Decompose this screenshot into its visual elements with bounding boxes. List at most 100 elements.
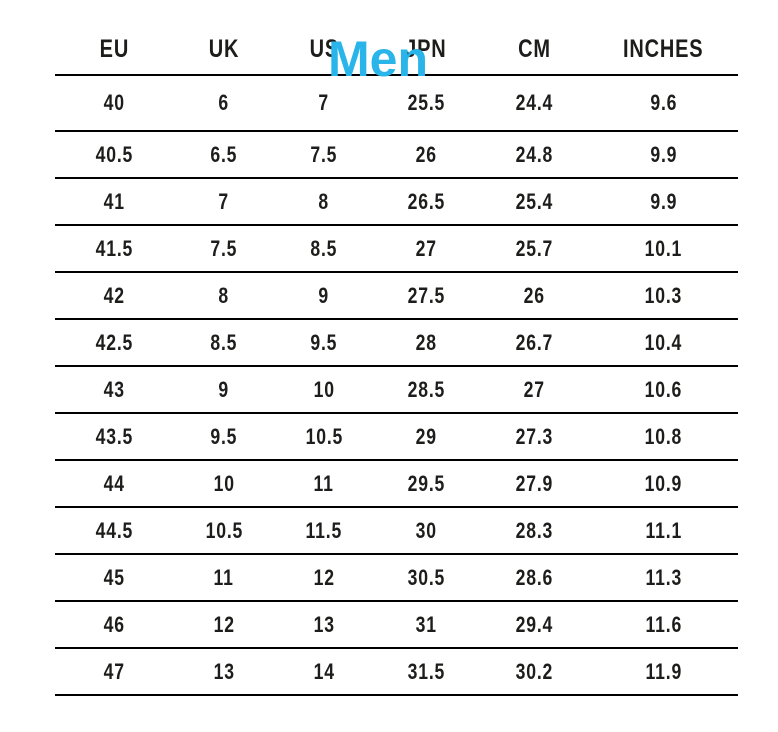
size-cell-value: 9.9 [650,141,677,167]
size-cell-value: 8.5 [210,329,238,355]
table-row: 43 9 10 28.5 27 10.6 [55,366,738,414]
size-cell-value: 26.7 [515,329,553,355]
size-cell: 10.6 [589,366,738,414]
size-cell-value: 9 [218,376,230,402]
size-cell: 7 [275,75,373,132]
size-cell-value: 45 [103,564,125,590]
size-cell: 11.3 [589,554,738,602]
size-cell: 26.7 [479,319,589,367]
column-header-uk: UK [173,0,275,76]
size-cell: 27.5 [373,272,479,320]
size-cell-value: 27 [523,376,545,402]
size-cell-value: 29.4 [515,611,553,637]
size-cell-value: 40.5 [95,141,133,167]
size-cell: 10.4 [589,319,738,367]
size-cell: 9.6 [589,75,738,132]
size-cell-value: 28.5 [407,376,445,402]
size-cell-value: 46 [103,611,125,637]
size-cell-value: 43.5 [95,423,133,449]
table-row: 40 6 7 25.5 24.4 9.6 [55,75,738,132]
size-cell: 43.5 [55,413,173,461]
size-cell-value: 27 [415,235,437,261]
men-section-label: Men [328,31,428,87]
size-cell-value: 12 [313,564,335,590]
size-cell: 27 [479,366,589,414]
size-cell: 44 [55,460,173,508]
size-cell-value: 27.5 [407,282,445,308]
size-cell: 27.9 [479,460,589,508]
size-cell-value: 7 [318,90,330,115]
size-cell-value: 6 [218,90,230,115]
size-cell: 40.5 [55,131,173,179]
size-cell: 43 [55,366,173,414]
size-cell: 9.9 [589,131,738,179]
size-cell-value: 9.5 [310,329,338,355]
size-cell: 11.1 [589,507,738,555]
size-conversion-table: EU UK US JPN CM INCHES 40 6 7 25.5 24.4 9.6 40… [55,0,738,696]
size-cell-value: 47 [103,658,125,684]
size-cell-value: 24.4 [515,90,553,115]
size-cell-value: 10.5 [205,517,243,543]
size-cell-value: 31 [415,611,437,637]
size-cell: 12 [173,601,275,649]
size-cell: 27 [373,225,479,273]
table-row: 40.5 6.5 7.5 26 24.8 9.9 [55,131,738,179]
size-cell-value: 10.6 [644,376,683,402]
size-cell-value: 26 [415,141,437,167]
table-row: 41 7 8 26.5 25.4 9.9 [55,178,738,226]
size-cell-value: 25.4 [515,188,553,214]
size-cell: 8 [173,272,275,320]
size-cell-value: 42.5 [95,329,133,355]
size-cell-value: 42 [103,282,125,308]
size-cell: 24.8 [479,131,589,179]
size-cell-value: 43 [103,376,125,402]
size-cell-value: 10 [313,376,335,402]
size-cell: 41.5 [55,225,173,273]
size-cell: 29.4 [479,601,589,649]
size-cell-value: 24.8 [515,141,553,167]
size-cell: 44.5 [55,507,173,555]
size-cell: 7.5 [173,225,275,273]
size-cell: 28.6 [479,554,589,602]
size-cell: 7 [173,178,275,226]
size-cell-value: 11 [213,564,235,590]
size-cell: 26.5 [373,178,479,226]
size-cell: 42 [55,272,173,320]
size-cell: 7.5 [275,131,373,179]
table-row: 44 10 11 29.5 27.9 10.9 [55,460,738,508]
size-cell-value: 8.5 [310,235,338,261]
size-cell: 26 [479,272,589,320]
size-cell-value: 10.4 [644,329,683,355]
size-cell-value: 11.9 [645,658,682,684]
size-cell-value: 41.5 [95,235,133,261]
size-cell-value: 30.2 [515,658,553,684]
table-body: 40 6 7 25.5 24.4 9.6 40.5 6.5 7.5 26 24.8 9.9 41 7 8 26… [55,75,738,696]
size-cell: 25.5 [373,75,479,132]
size-cell-value: 11.6 [645,611,682,637]
size-cell: 30 [373,507,479,555]
size-cell: 45 [55,554,173,602]
column-header-inches: INCHES [589,0,738,76]
size-cell: 31 [373,601,479,649]
size-cell-value: 44 [103,470,125,496]
size-cell: 12 [275,554,373,602]
size-cell: 11.6 [589,601,738,649]
size-cell: 9 [275,272,373,320]
size-cell: 25.7 [479,225,589,273]
column-header-cm: CM [479,0,589,76]
size-cell-value: 30.5 [407,564,445,590]
size-cell-value: 28.6 [515,564,553,590]
table-row: 44.5 10.5 11.5 30 28.3 11.1 [55,507,738,555]
size-cell-value: 10.3 [644,282,683,308]
size-cell-value: 30 [415,517,437,543]
size-cell: 11 [275,460,373,508]
size-cell-value: 7.5 [310,141,338,167]
size-cell: 13 [275,601,373,649]
size-cell-value: 13 [313,611,335,637]
size-cell-value: 25.7 [515,235,553,261]
size-cell: 28.5 [373,366,479,414]
size-cell-value: 11 [313,470,335,496]
size-cell: 28.3 [479,507,589,555]
size-cell: 10.3 [589,272,738,320]
size-cell: 10 [173,460,275,508]
